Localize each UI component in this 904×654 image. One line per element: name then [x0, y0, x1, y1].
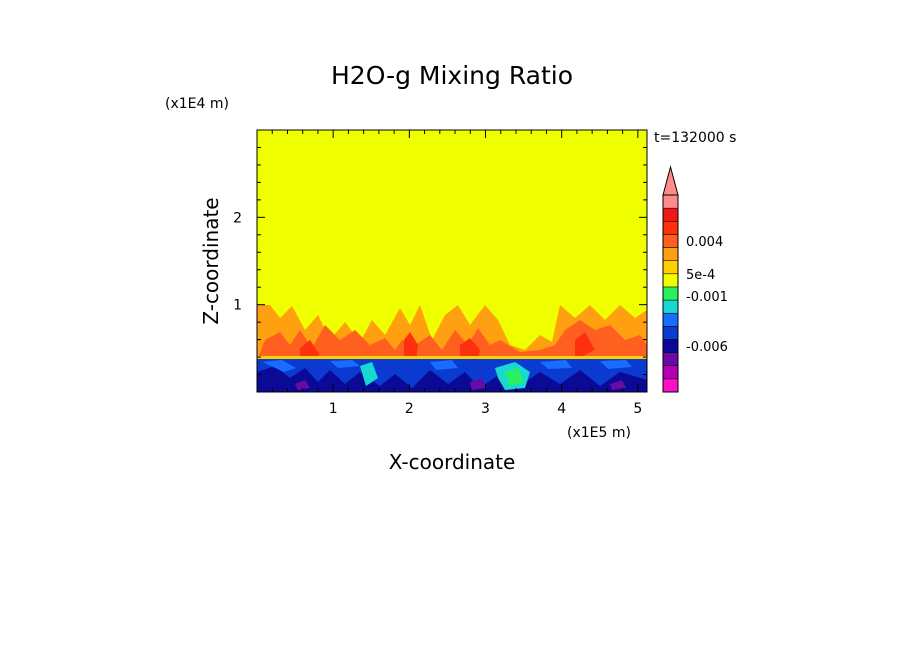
field-boundary-deep	[257, 366, 647, 392]
colorbar-segment	[662, 234, 679, 248]
colorbar-label: -0.006	[686, 340, 728, 355]
colorbar-segment	[662, 339, 679, 353]
colorbar-frame	[662, 194, 679, 393]
colorbar-segment	[662, 260, 679, 275]
colorbar-segment	[662, 299, 679, 314]
colorbar-segment	[662, 352, 679, 366]
colorbar-segment	[662, 207, 679, 222]
field-boundary-green	[505, 368, 524, 386]
x-tick-label: 1	[329, 401, 338, 417]
minor-ticks	[257, 130, 647, 392]
x-tick-label: 4	[557, 401, 566, 417]
colorbar-segment	[662, 365, 679, 380]
x-tick-label: 5	[633, 401, 642, 417]
colorbar-label: -0.001	[686, 290, 728, 305]
x-axis-ticks: 1 2 3 4 5	[329, 401, 643, 417]
colorbar-over-arrow	[662, 165, 679, 196]
colorbar-segment	[662, 326, 679, 340]
colorbar-segment	[662, 312, 679, 327]
x-tick-label: 3	[481, 401, 490, 417]
y-tick-label: 2	[233, 210, 242, 226]
field-plume-cores	[257, 320, 647, 360]
colorbar	[662, 165, 679, 393]
x-axis-label: X-coordinate	[389, 450, 516, 474]
chart-title: H2O-g Mixing Ratio	[331, 61, 573, 90]
colorbar-segment	[662, 221, 679, 235]
colorbar-segment	[662, 286, 679, 301]
x-scale-label: (x1E5 m)	[567, 425, 631, 441]
colorbar-segment	[662, 378, 679, 393]
colorbar-labels: 0.004 5e-4 -0.001 -0.006	[686, 235, 728, 355]
y-axis-label: Z-coordinate	[199, 197, 223, 324]
colorbar-segment	[662, 247, 679, 261]
y-tick-label: 1	[233, 298, 242, 314]
colorbar-segment	[662, 194, 679, 209]
field-boundary-cyan	[360, 362, 530, 390]
colorbar-label: 5e-4	[686, 268, 715, 283]
field-plot	[257, 130, 647, 392]
plot-frame	[256, 129, 648, 393]
colorbar-label: 0.004	[686, 235, 723, 250]
y-axis-ticks: 12	[233, 210, 242, 313]
time-label: t=132000 s	[654, 130, 736, 146]
y-scale-label: (x1E4 m)	[165, 96, 229, 112]
x-tick-label: 2	[405, 401, 414, 417]
colorbar-segment	[662, 273, 679, 288]
field-boundary-light	[262, 360, 632, 372]
